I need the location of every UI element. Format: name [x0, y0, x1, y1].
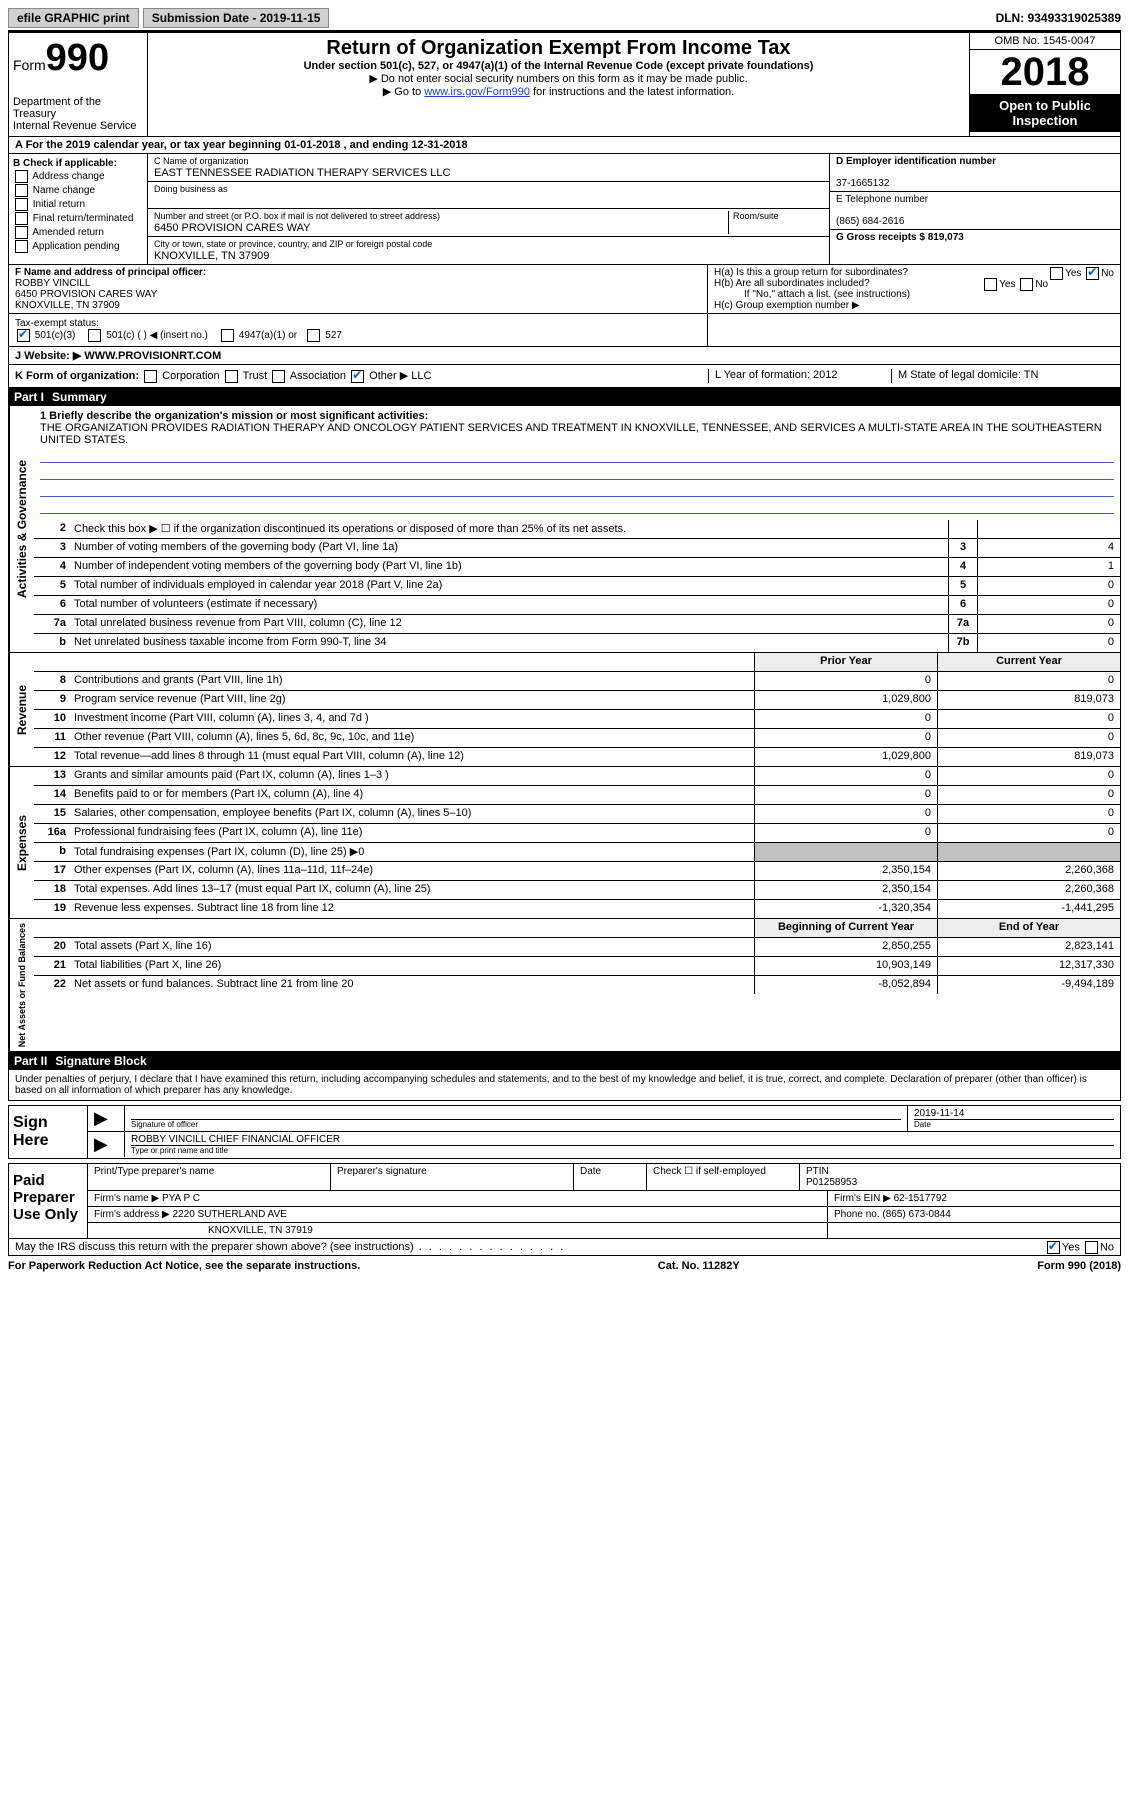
sign-here-block: Sign Here ▶ Signature of officer 2019-11… [8, 1105, 1121, 1159]
line-a: A For the 2019 calendar year, or tax yea… [8, 137, 1121, 154]
row-tax-status: Tax-exempt status: 501(c)(3) 501(c) ( ) … [8, 314, 1121, 347]
table-row: 21Total liabilities (Part X, line 26)10,… [34, 957, 1120, 976]
table-row: 15Salaries, other compensation, employee… [34, 805, 1120, 824]
table-row: 13Grants and similar amounts paid (Part … [34, 767, 1120, 786]
top-toolbar: efile GRAPHIC print Submission Date - 20… [8, 8, 1121, 28]
irs-link[interactable]: www.irs.gov/Form990 [424, 86, 530, 98]
ein-value: 37-1665132 [836, 178, 889, 189]
form-number: 990 [46, 37, 109, 79]
org-city: KNOXVILLE, TN 37909 [154, 250, 269, 262]
page-footer: For Paperwork Reduction Act Notice, see … [8, 1260, 1121, 1272]
table-row: 19Revenue less expenses. Subtract line 1… [34, 900, 1120, 918]
signature-declaration: Under penalties of perjury, I declare th… [8, 1070, 1121, 1101]
form-title: Return of Organization Exempt From Incom… [156, 37, 961, 60]
side-governance: Activities & Governance [9, 406, 34, 652]
row-website: J Website: ▶ WWW.PROVISIONRT.COM [8, 347, 1121, 365]
note-2: ▶ Go to www.irs.gov/Form990 for instruct… [156, 85, 961, 98]
org-form-other: LLC [411, 370, 431, 382]
table-row: 22Net assets or fund balances. Subtract … [34, 976, 1120, 994]
ptin-value: P01258953 [806, 1177, 857, 1188]
table-row: 20Total assets (Part X, line 16)2,850,25… [34, 938, 1120, 957]
summary-revenue: Revenue Prior Year Current Year 8Contrib… [8, 653, 1121, 767]
omb-number: OMB No. 1545-0047 [970, 33, 1120, 50]
col-c: C Name of organization EAST TENNESSEE RA… [148, 154, 830, 264]
state-domicile: M State of legal domicile: TN [891, 369, 1114, 383]
section-bcd: B Check if applicable: Address change Na… [8, 154, 1121, 265]
side-expenses: Expenses [9, 767, 34, 918]
form-label: Form [13, 57, 46, 73]
irs-label: Internal Revenue Service [13, 120, 143, 132]
mission-text: THE ORGANIZATION PROVIDES RADIATION THER… [40, 422, 1102, 446]
firm-addr: 2220 SUTHERLAND AVE [173, 1209, 287, 1220]
table-row: 5Total number of individuals employed in… [34, 577, 1120, 596]
efile-print-button[interactable]: efile GRAPHIC print [8, 8, 139, 28]
table-row: 6Total number of volunteers (estimate if… [34, 596, 1120, 615]
table-row: 2Check this box ▶ ☐ if the organization … [34, 520, 1120, 539]
firm-addr2: KNOXVILLE, TN 37919 [208, 1225, 313, 1236]
table-row: 4Number of independent voting members of… [34, 558, 1120, 577]
summary-expenses: Expenses 13Grants and similar amounts pa… [8, 767, 1121, 919]
part-2-header: Part II Signature Block [8, 1052, 1121, 1070]
table-row: 7aTotal unrelated business revenue from … [34, 615, 1120, 634]
row-klm: K Form of organization: Corporation Trus… [8, 365, 1121, 388]
summary-netassets: Net Assets or Fund Balances Beginning of… [8, 919, 1121, 1052]
table-row: 16aProfessional fundraising fees (Part I… [34, 824, 1120, 843]
dept-label: Department of the Treasury [13, 96, 143, 120]
row-fh: F Name and address of principal officer:… [8, 265, 1121, 314]
form-subtitle: Under section 501(c), 527, or 4947(a)(1)… [156, 60, 961, 72]
sign-date: 2019-11-14 [914, 1108, 964, 1119]
firm-name: PYA P C [162, 1193, 200, 1204]
table-row: bNet unrelated business taxable income f… [34, 634, 1120, 652]
gross-receipts: G Gross receipts $ 819,073 [836, 232, 964, 243]
firm-phone: (865) 673-0844 [882, 1209, 950, 1220]
table-row: bTotal fundraising expenses (Part IX, co… [34, 843, 1120, 862]
officer-sign-name: ROBBY VINCILL CHIEF FINANCIAL OFFICER [131, 1134, 340, 1145]
dln-label: DLN: 93493319025389 [996, 11, 1121, 25]
phone-value: (865) 684-2616 [836, 216, 904, 227]
submission-date-button[interactable]: Submission Date - 2019-11-15 [143, 8, 330, 28]
form-header: Form990 Department of the Treasury Inter… [8, 32, 1121, 137]
paid-preparer-block: Paid Preparer Use Only Print/Type prepar… [8, 1163, 1121, 1239]
table-row: 17Other expenses (Part IX, column (A), l… [34, 862, 1120, 881]
part-1-header: Part I Summary [8, 388, 1121, 406]
tax-year: 2018 [970, 50, 1120, 94]
table-row: 9Program service revenue (Part VIII, lin… [34, 691, 1120, 710]
table-row: 18Total expenses. Add lines 13–17 (must … [34, 881, 1120, 900]
org-street: 6450 PROVISION CARES WAY [154, 222, 311, 234]
table-row: 14Benefits paid to or for members (Part … [34, 786, 1120, 805]
officer-name: ROBBY VINCILL [15, 278, 90, 289]
col-b: B Check if applicable: Address change Na… [9, 154, 148, 264]
summary-governance: Activities & Governance 1 Briefly descri… [8, 406, 1121, 653]
year-formation: L Year of formation: 2012 [708, 369, 891, 383]
org-name: EAST TENNESSEE RADIATION THERAPY SERVICE… [154, 167, 450, 179]
open-public-badge: Open to Public Inspection [970, 94, 1120, 132]
table-row: 8Contributions and grants (Part VIII, li… [34, 672, 1120, 691]
note-1: ▶ Do not enter social security numbers o… [156, 72, 961, 85]
discuss-row: May the IRS discuss this return with the… [8, 1239, 1121, 1256]
firm-ein: 62-1517792 [894, 1193, 947, 1204]
table-row: 12Total revenue—add lines 8 through 11 (… [34, 748, 1120, 766]
side-revenue: Revenue [9, 653, 34, 766]
col-d: D Employer identification number 37-1665… [830, 154, 1120, 264]
side-netassets: Net Assets or Fund Balances [9, 919, 34, 1051]
table-row: 11Other revenue (Part VIII, column (A), … [34, 729, 1120, 748]
website-value: WWW.PROVISIONRT.COM [84, 350, 221, 362]
table-row: 3Number of voting members of the governi… [34, 539, 1120, 558]
table-row: 10Investment income (Part VIII, column (… [34, 710, 1120, 729]
